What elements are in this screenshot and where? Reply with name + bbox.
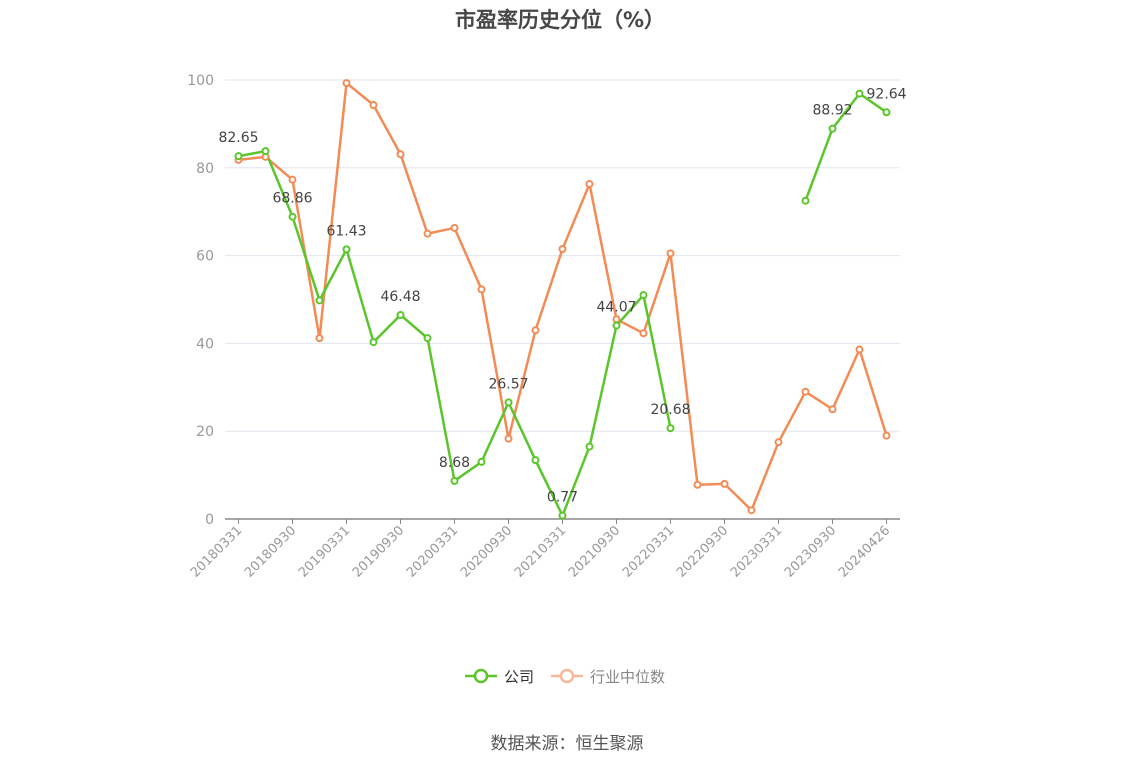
- data-label: 61.43: [326, 223, 366, 239]
- legend-item-industry[interactable]: 行业中位数: [551, 668, 665, 686]
- y-tick-label: 100: [187, 73, 214, 89]
- data-point-company[interactable]: [315, 296, 324, 305]
- data-point-industry[interactable]: [612, 315, 621, 324]
- chart-title: 市盈率历史分位（%）: [454, 8, 666, 32]
- data-label: 46.48: [380, 289, 420, 305]
- data-point-industry[interactable]: [288, 175, 297, 184]
- y-tick-label: 60: [196, 249, 214, 265]
- data-point-industry[interactable]: [423, 229, 432, 238]
- data-point-industry[interactable]: [720, 479, 729, 488]
- data-point-company[interactable]: [477, 457, 486, 466]
- data-point-industry[interactable]: [828, 405, 837, 414]
- data-point-industry[interactable]: [369, 101, 378, 110]
- data-point-company[interactable]: [639, 291, 648, 300]
- data-point-company[interactable]: [504, 398, 513, 407]
- data-point-company[interactable]: [423, 334, 432, 343]
- data-point-company[interactable]: [234, 152, 243, 161]
- x-tick-label: 20220331: [620, 523, 677, 580]
- legend-marker: [473, 668, 489, 684]
- x-tick-label: 20180331: [188, 523, 245, 580]
- data-point-company[interactable]: [342, 245, 351, 254]
- x-tick-label: 20190331: [296, 523, 353, 580]
- data-label: 20.68: [650, 402, 690, 418]
- data-label: 26.57: [488, 376, 528, 392]
- data-label: 92.64: [867, 86, 907, 102]
- x-tick-label: 20180930: [242, 523, 299, 580]
- data-point-industry[interactable]: [315, 334, 324, 343]
- data-point-industry[interactable]: [774, 438, 783, 447]
- data-point-company[interactable]: [261, 147, 270, 156]
- y-tick-label: 80: [196, 161, 214, 177]
- data-point-industry[interactable]: [855, 345, 864, 354]
- data-label: 44.07: [596, 300, 636, 316]
- series-line-industry: [238, 81, 888, 512]
- data-label: 0.77: [547, 490, 578, 506]
- data-point-industry[interactable]: [747, 506, 756, 515]
- data-point-industry[interactable]: [504, 434, 513, 443]
- x-tick-label: 20220930: [674, 523, 731, 580]
- legend-item-company[interactable]: 公司: [465, 668, 534, 686]
- data-point-company[interactable]: [585, 442, 594, 451]
- x-tick-label: 20200930: [458, 523, 515, 580]
- data-label: 68.86: [272, 191, 312, 207]
- legend-label: 公司: [504, 668, 534, 686]
- data-point-company[interactable]: [288, 212, 297, 221]
- data-point-industry[interactable]: [531, 326, 540, 335]
- y-tick-label: 20: [196, 424, 214, 440]
- data-point-company[interactable]: [531, 456, 540, 465]
- x-tick-label: 20200331: [404, 523, 461, 580]
- data-point-industry[interactable]: [558, 245, 567, 254]
- x-tick-label: 20240426: [836, 523, 893, 580]
- data-point-industry[interactable]: [639, 329, 648, 338]
- data-point-company[interactable]: [558, 511, 567, 520]
- data-point-industry[interactable]: [801, 387, 810, 396]
- data-point-company[interactable]: [612, 321, 621, 330]
- data-point-company[interactable]: [666, 424, 675, 433]
- data-point-industry[interactable]: [882, 431, 891, 440]
- x-tick-label: 20230331: [728, 523, 785, 580]
- y-tick-label: 40: [196, 336, 214, 352]
- data-point-company[interactable]: [801, 196, 810, 205]
- legend-label: 行业中位数: [590, 668, 665, 686]
- data-point-industry[interactable]: [342, 79, 351, 88]
- data-point-industry[interactable]: [666, 249, 675, 258]
- data-point-company[interactable]: [396, 310, 405, 319]
- x-tick-label: 20210930: [566, 523, 623, 580]
- y-tick-label: 0: [205, 512, 214, 528]
- data-point-company[interactable]: [450, 476, 459, 485]
- data-label: 82.65: [218, 130, 258, 146]
- x-tick-label: 20210331: [512, 523, 569, 580]
- source-note: 数据来源：恒生聚源: [490, 734, 644, 754]
- data-point-industry[interactable]: [693, 480, 702, 489]
- legend-marker: [559, 668, 575, 684]
- data-point-industry[interactable]: [585, 180, 594, 189]
- x-tick-label: 20230930: [782, 523, 839, 580]
- data-point-industry[interactable]: [477, 285, 486, 294]
- data-point-industry[interactable]: [450, 223, 459, 232]
- data-point-company[interactable]: [828, 124, 837, 133]
- data-point-company[interactable]: [369, 338, 378, 347]
- data-label: 8.68: [439, 455, 470, 471]
- data-label: 88.92: [812, 103, 852, 119]
- series-line-company: [804, 92, 888, 202]
- x-tick-label: 20190930: [350, 523, 407, 580]
- data-point-company[interactable]: [882, 108, 891, 117]
- data-point-industry[interactable]: [396, 150, 405, 159]
- data-point-company[interactable]: [855, 89, 864, 98]
